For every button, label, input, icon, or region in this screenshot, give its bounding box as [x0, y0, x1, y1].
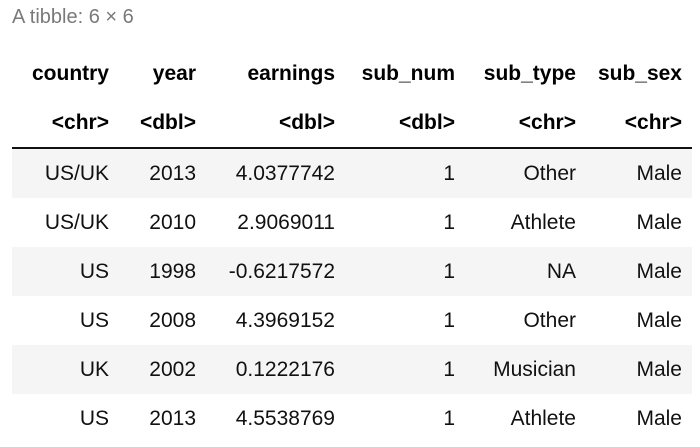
- cell-sub-num: 1: [443, 308, 455, 332]
- cell-earnings: 4.3969152: [235, 308, 335, 332]
- cell-year: 2013: [119, 148, 206, 198]
- cell-earnings: -0.6217572: [206, 247, 345, 296]
- column-type-country: <chr>: [12, 98, 119, 149]
- cell-sub-num: 1: [443, 406, 455, 430]
- table-row: US 2008 4.3969152 1 Other Male: [12, 296, 692, 345]
- table-body: US/UK 2013 4.0377742 1 Other Male US/UK …: [12, 148, 692, 443]
- column-header-earnings: earnings: [247, 61, 335, 85]
- cell-sub-num: 1: [345, 345, 465, 394]
- cell-sub-sex: Male: [636, 308, 682, 332]
- table-row: UK 2002 0.1222176 1 Musician Male: [12, 345, 692, 394]
- table-row: US/UK 2010 2.9069011 1 Athlete Male: [12, 198, 692, 247]
- cell-sub-sex: Male: [586, 345, 692, 394]
- cell-sub-type: NA: [465, 247, 586, 296]
- cell-country: US: [79, 406, 109, 430]
- cell-sub-num: 1: [345, 247, 465, 296]
- cell-earnings: 2.9069011: [237, 210, 335, 234]
- cell-sub-num: 1: [345, 148, 465, 198]
- table-row: US/UK 2013 4.0377742 1 Other Male: [12, 148, 692, 198]
- cell-country: US: [79, 308, 109, 332]
- cell-year: 2010: [149, 210, 196, 234]
- cell-country: US/UK: [12, 148, 119, 198]
- column-header-sub-num: sub_num: [361, 61, 455, 85]
- cell-sub-sex: Male: [636, 406, 682, 430]
- table-row: US 1998 -0.6217572 1 NA Male: [12, 247, 692, 296]
- cell-sub-sex: Male: [636, 210, 682, 234]
- cell-sub-num: 1: [443, 210, 455, 234]
- cell-year: 2002: [119, 345, 206, 394]
- column-type-earnings: <dbl>: [206, 98, 345, 149]
- column-type-sub-num: <dbl>: [345, 98, 465, 149]
- column-header-country: country: [31, 61, 109, 85]
- cell-earnings: 4.5538769: [235, 406, 335, 430]
- cell-year: 2008: [149, 308, 196, 332]
- cell-sub-type: Athlete: [510, 406, 576, 430]
- cell-sub-type: Other: [523, 308, 576, 332]
- cell-sub-sex: Male: [586, 247, 692, 296]
- cell-sub-type: Other: [465, 148, 586, 198]
- column-type-year: <dbl>: [119, 98, 206, 149]
- column-type-sub-sex: <chr>: [586, 98, 692, 149]
- column-types-row: <chr> <dbl> <dbl> <dbl> <chr> <chr>: [12, 98, 692, 149]
- cell-country: US: [12, 247, 119, 296]
- cell-earnings: 4.0377742: [206, 148, 345, 198]
- cell-country: US/UK: [44, 210, 109, 234]
- cell-sub-sex: Male: [586, 148, 692, 198]
- cell-earnings: 0.1222176: [206, 345, 345, 394]
- table-header: country year earnings sub_num sub_type s…: [12, 49, 692, 149]
- cell-year: 2013: [149, 406, 196, 430]
- tibble-caption: A tibble: 6 × 6: [12, 6, 134, 28]
- cell-sub-type: Musician: [465, 345, 586, 394]
- column-header-year: year: [152, 61, 196, 85]
- column-header-sub-type: sub_type: [483, 61, 576, 85]
- tibble-table: country year earnings sub_num sub_type s…: [12, 49, 692, 443]
- table-row: US 2013 4.5538769 1 Athlete Male: [12, 394, 692, 443]
- cell-country: UK: [12, 345, 119, 394]
- column-type-sub-type: <chr>: [465, 98, 586, 149]
- cell-sub-type: Athlete: [510, 210, 576, 234]
- column-header-sub-sex: sub_sex: [597, 61, 682, 85]
- cell-year: 1998: [119, 247, 206, 296]
- column-names-row: country year earnings sub_num sub_type s…: [12, 49, 692, 98]
